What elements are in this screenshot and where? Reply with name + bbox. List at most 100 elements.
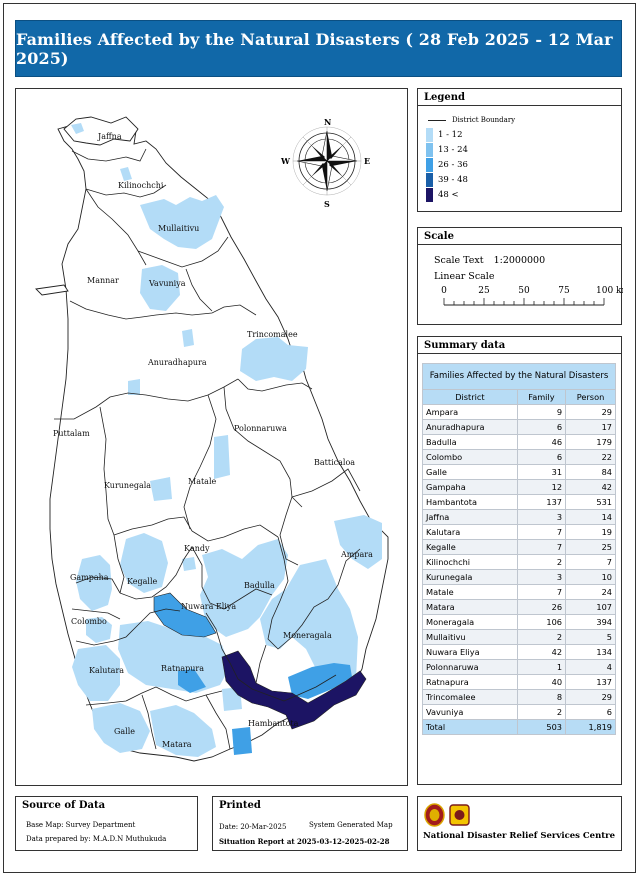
total-person: 1,819 [565, 719, 616, 735]
summary-panel: Summary data Families Affected by the Na… [417, 336, 622, 785]
table-row: Hambantota 137 531 [422, 494, 616, 510]
org-name: National Disaster Relief Services Centre [423, 831, 616, 841]
compass-rose-icon: N S E W [280, 117, 370, 209]
cell-district: Kalutara [422, 524, 518, 540]
cell-family: 6 [516, 449, 567, 465]
table-row: Badulla 46 179 [422, 434, 616, 450]
legend-class-label: 1 - 12 [438, 129, 463, 140]
cell-family: 40 [516, 674, 567, 690]
galle-affected [92, 703, 150, 753]
kurunegala-affected [150, 477, 172, 501]
scale-tick-label: 25 [478, 286, 490, 296]
label-badulla: Badulla [244, 581, 275, 590]
label-moneragala: Moneragala [283, 631, 332, 640]
table-row: Gampaha 12 42 [422, 479, 616, 495]
label-matara: Matara [162, 740, 192, 749]
gampaha-affected [76, 555, 112, 611]
cell-family: 7 [516, 584, 567, 600]
source-base-map: Base Map: Survey Department [26, 821, 136, 829]
summary-caption: Families Affected by the Natural Disaste… [422, 363, 616, 390]
legend-swatch [426, 127, 433, 142]
cell-family: 8 [516, 689, 567, 705]
table-total-row: Total 503 1,819 [422, 719, 616, 735]
legend-heading: Legend [418, 89, 621, 106]
printed-system: System Generated Map [309, 821, 393, 829]
anuradhapura-affected-2 [128, 379, 140, 395]
printed-panel: Printed Date: 20-Mar-2025 System Generat… [212, 796, 408, 851]
label-puttalam: Puttalam [53, 429, 90, 438]
table-row: Kegalle 7 25 [422, 539, 616, 555]
scale-tick-label: 75 [558, 286, 570, 296]
legend-swatch [426, 187, 433, 202]
label-kurunegala: Kurunegala [104, 481, 151, 490]
legend-class-item: 48 < [426, 187, 468, 202]
cell-person: 179 [565, 434, 616, 450]
cell-district: Gampaha [422, 479, 518, 495]
label-trincomalee: Trincomalee [247, 330, 298, 339]
title-banner: Families Affected by the Natural Disaste… [15, 20, 622, 77]
cell-district: Kurunegala [422, 569, 518, 585]
source-panel: Source of Data Base Map: Survey Departme… [15, 796, 198, 851]
cell-district: Matale [422, 584, 518, 600]
legend-swatch [426, 157, 433, 172]
map-title: Families Affected by the Natural Disaste… [16, 29, 613, 68]
scale-tick-label: 0 [441, 286, 447, 296]
cell-person: 4 [565, 659, 616, 675]
cell-family: 7 [516, 539, 567, 555]
table-row: Ratnapura 40 137 [422, 674, 616, 690]
cell-person: 19 [565, 524, 616, 540]
linear-scale-bar: 0 25 50 75 100 km [441, 286, 623, 306]
label-hambantota: Hambantota [248, 719, 299, 728]
cell-district: Mullaitivu [422, 629, 518, 645]
cell-person: 84 [565, 464, 616, 480]
government-emblem-icon [424, 803, 445, 827]
label-matale: Matale [188, 477, 217, 486]
cell-district: Matara [422, 599, 518, 615]
summary-heading: Summary data [418, 337, 621, 354]
printed-heading: Printed [219, 800, 261, 811]
district-boundaries [54, 148, 361, 750]
cell-person: 22 [565, 449, 616, 465]
cell-family: 7 [516, 524, 567, 540]
cell-person: 14 [565, 509, 616, 525]
page-frame [3, 3, 636, 873]
cell-family: 46 [516, 434, 567, 450]
table-row: Ampara 9 29 [422, 404, 616, 420]
cell-family: 2 [516, 704, 567, 720]
kegalle-affected [120, 533, 168, 593]
cell-family: 42 [516, 644, 567, 660]
table-row: Nuwara Eliya 42 134 [422, 644, 616, 660]
source-prepared-by: Data prepared by: M.A.D.N Muthukuda [26, 835, 167, 843]
table-row: Matara 26 107 [422, 599, 616, 615]
table-row: Kilinochchi 2 7 [422, 554, 616, 570]
label-polonnaruwa: Polonnaruwa [234, 424, 287, 433]
table-row: Matale 7 24 [422, 584, 616, 600]
summary-table: Families Affected by the Natural Disaste… [422, 363, 616, 735]
cell-person: 25 [565, 539, 616, 555]
ampara-affected [334, 515, 382, 569]
cell-family: 6 [516, 419, 567, 435]
scale-text-value: 1:2000000 [493, 255, 546, 266]
cell-district: Kegalle [422, 539, 518, 555]
label-mannar: Mannar [87, 276, 119, 285]
cell-family: 3 [516, 509, 567, 525]
scale-text-label: Scale Text [434, 255, 484, 266]
cell-district: Galle [422, 464, 518, 480]
table-row: Vavuniya 2 6 [422, 704, 616, 720]
colombo-affected [86, 617, 112, 643]
cell-family: 106 [516, 614, 567, 630]
cell-district: Badulla [422, 434, 518, 450]
legend-class-item: 26 - 36 [426, 157, 468, 172]
legend-swatch [426, 172, 433, 187]
matale-affected [214, 435, 230, 479]
cell-district: Colombo [422, 449, 518, 465]
cell-family: 137 [516, 494, 567, 510]
ratnapura-affected [118, 621, 230, 693]
trincomalee-affected [240, 337, 308, 381]
table-row: Galle 31 84 [422, 464, 616, 480]
label-colombo: Colombo [71, 617, 107, 626]
cell-person: 17 [565, 419, 616, 435]
table-row: Mullaitivu 2 5 [422, 629, 616, 645]
hambantota-severe [221, 650, 367, 730]
compass-w: W [280, 156, 291, 166]
